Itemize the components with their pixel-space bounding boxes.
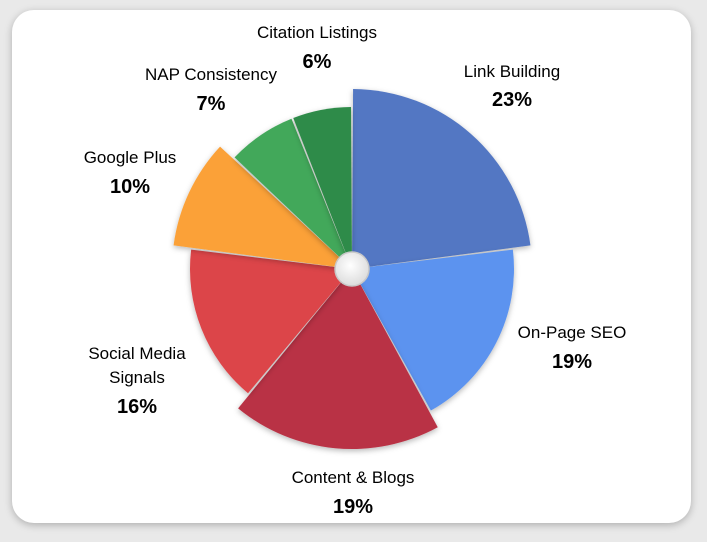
label-on-page-seo: On-Page SEO — [518, 323, 627, 342]
value-social-media-signals: 16% — [117, 396, 157, 418]
value-citation-listings: 6% — [303, 51, 332, 73]
value-nap-consistency: 7% — [197, 93, 226, 115]
value-on-page-seo: 19% — [552, 351, 592, 373]
value-content-blogs: 19% — [333, 496, 373, 518]
slice-content-blogs — [238, 269, 438, 449]
label-content-blogs: Content & Blogs — [292, 468, 415, 487]
label-nap-consistency: NAP Consistency — [145, 65, 277, 84]
center-hub — [334, 251, 370, 287]
slice-citation-listings — [293, 107, 352, 269]
slice-labels: Link Building 23% On-Page SEO 19% Conten… — [84, 23, 627, 518]
value-link-building: 23% — [492, 89, 532, 111]
slice-on-page-seo — [352, 249, 514, 411]
label-social-media-signals-line2: Signals — [109, 368, 165, 387]
slice-social-media-signals — [190, 249, 352, 394]
label-social-media-signals-line1: Social Media — [88, 344, 186, 363]
slice-link-building — [352, 89, 531, 269]
pie-slices — [173, 89, 531, 449]
slice-google-plus — [173, 146, 352, 269]
label-google-plus: Google Plus — [84, 148, 177, 167]
label-citation-listings: Citation Listings — [257, 23, 377, 42]
label-link-building: Link Building — [464, 62, 560, 81]
value-google-plus: 10% — [110, 176, 150, 198]
slice-nap-consistency — [234, 118, 352, 270]
